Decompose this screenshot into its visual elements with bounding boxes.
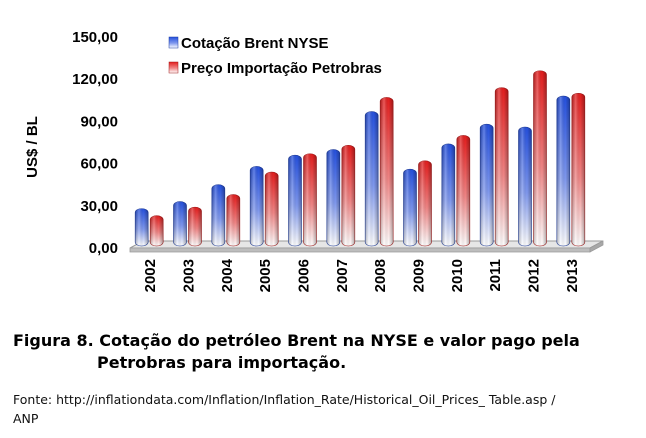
- y-tick-label: 30,00: [80, 198, 118, 215]
- x-tick-label: 2005: [257, 259, 274, 292]
- y-tick-label: 60,00: [80, 156, 118, 173]
- bar-petrobras-shading: [341, 145, 355, 246]
- bar-brent-shading: [211, 184, 225, 246]
- y-axis-label: US$ / BL: [24, 116, 41, 178]
- bar-brent-shading: [250, 166, 264, 246]
- floor-side: [589, 240, 604, 253]
- caption-line-1: Figura 8. Cotação do petróleo Brent na N…: [13, 331, 580, 350]
- bar-petrobras-shading: [456, 135, 470, 246]
- x-axis-ticks: 2002 2003 2004 2005 2006 2007 2008 2009 2010 2011…: [142, 258, 581, 292]
- x-tick-label: 2008: [372, 259, 389, 292]
- bar-brent-shading: [518, 127, 532, 246]
- bar-brent-shading: [135, 208, 149, 246]
- bar-chart: US$ / BL 0,00 30,00 60,00 90,00 120,00 150,00…: [24, 29, 604, 292]
- y-tick-label: 120,00: [72, 71, 118, 88]
- bar-petrobras-shading: [303, 153, 317, 246]
- x-tick-label: 2002: [142, 259, 159, 292]
- bar-brent-shading: [441, 143, 455, 246]
- bar-petrobras-shading: [571, 93, 585, 247]
- legend-swatch-brent: [168, 36, 179, 49]
- legend-label-brent: Cotação Brent NYSE: [181, 35, 329, 52]
- bar-petrobras-shading: [265, 172, 279, 246]
- x-tick-label: 2006: [296, 259, 313, 292]
- x-tick-label: 2003: [181, 259, 198, 292]
- bar-petrobras-shading: [533, 70, 547, 246]
- bar-brent-shading: [480, 124, 494, 246]
- bar-brent-shading: [403, 169, 417, 246]
- y-tick-label: 90,00: [80, 113, 118, 130]
- source-line-2: ANP: [13, 411, 39, 426]
- figure-caption: Figura 8. Cotação do petróleo Brent na N…: [13, 330, 633, 374]
- y-tick-label: 0,00: [89, 240, 118, 257]
- y-tick-label: 150,00: [72, 29, 118, 46]
- x-tick-label: 2009: [411, 259, 428, 292]
- bar-brent-shading: [288, 155, 302, 246]
- x-tick-label: 2007: [334, 259, 351, 292]
- x-tick-label: 2013: [564, 259, 581, 292]
- legend-item-petrobras: Preço Importação Petrobras: [168, 60, 382, 77]
- floor-front: [129, 247, 591, 253]
- bar-brent-shading: [365, 111, 379, 246]
- bar-petrobras-shading: [188, 207, 202, 246]
- source-line-1: Fonte: http://inflationdata.com/Inflatio…: [13, 392, 556, 407]
- x-tick-label: 2011: [487, 259, 504, 292]
- x-tick-label: 2012: [526, 259, 543, 292]
- legend-swatch-petrobras: [168, 61, 179, 74]
- caption-line-2: Petrobras para importação.: [97, 353, 347, 372]
- bar-petrobras-shading: [418, 160, 432, 246]
- x-tick-label: 2004: [219, 258, 236, 292]
- bar-petrobras-shading: [150, 215, 164, 246]
- y-axis-ticks: 0,00 30,00 60,00 90,00 120,00 150,00: [72, 29, 118, 257]
- bar-brent-shading: [556, 96, 570, 246]
- x-tick-label: 2010: [449, 259, 466, 292]
- bar-brent-shading: [326, 149, 340, 246]
- bar-petrobras-shading: [380, 97, 394, 246]
- bar-brent-shading: [173, 201, 187, 246]
- bar-petrobras-shading: [226, 194, 240, 246]
- legend-item-brent: Cotação Brent NYSE: [168, 35, 329, 52]
- legend-label-petrobras: Preço Importação Petrobras: [181, 60, 382, 77]
- source-note: Fonte: http://inflationdata.com/Inflatio…: [13, 390, 633, 428]
- legend: Cotação Brent NYSE Preço Importação Petr…: [168, 35, 382, 77]
- bars: [134, 70, 586, 247]
- bar-petrobras-shading: [495, 87, 509, 246]
